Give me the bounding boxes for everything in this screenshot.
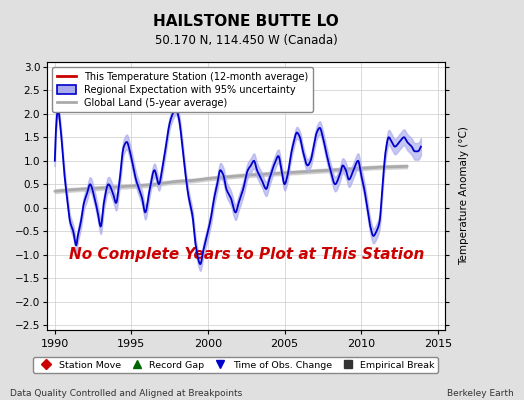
Legend: This Temperature Station (12-month average), Regional Expectation with 95% uncer: This Temperature Station (12-month avera… <box>52 67 313 112</box>
Legend: Station Move, Record Gap, Time of Obs. Change, Empirical Break: Station Move, Record Gap, Time of Obs. C… <box>33 357 439 373</box>
Text: HAILSTONE BUTTE LO: HAILSTONE BUTTE LO <box>154 14 339 29</box>
Text: No Complete Years to Plot at This Station: No Complete Years to Plot at This Statio… <box>69 248 424 262</box>
Text: 50.170 N, 114.450 W (Canada): 50.170 N, 114.450 W (Canada) <box>155 34 337 47</box>
Text: Berkeley Earth: Berkeley Earth <box>447 389 514 398</box>
Text: Data Quality Controlled and Aligned at Breakpoints: Data Quality Controlled and Aligned at B… <box>10 389 243 398</box>
Y-axis label: Temperature Anomaly (°C): Temperature Anomaly (°C) <box>458 126 468 266</box>
